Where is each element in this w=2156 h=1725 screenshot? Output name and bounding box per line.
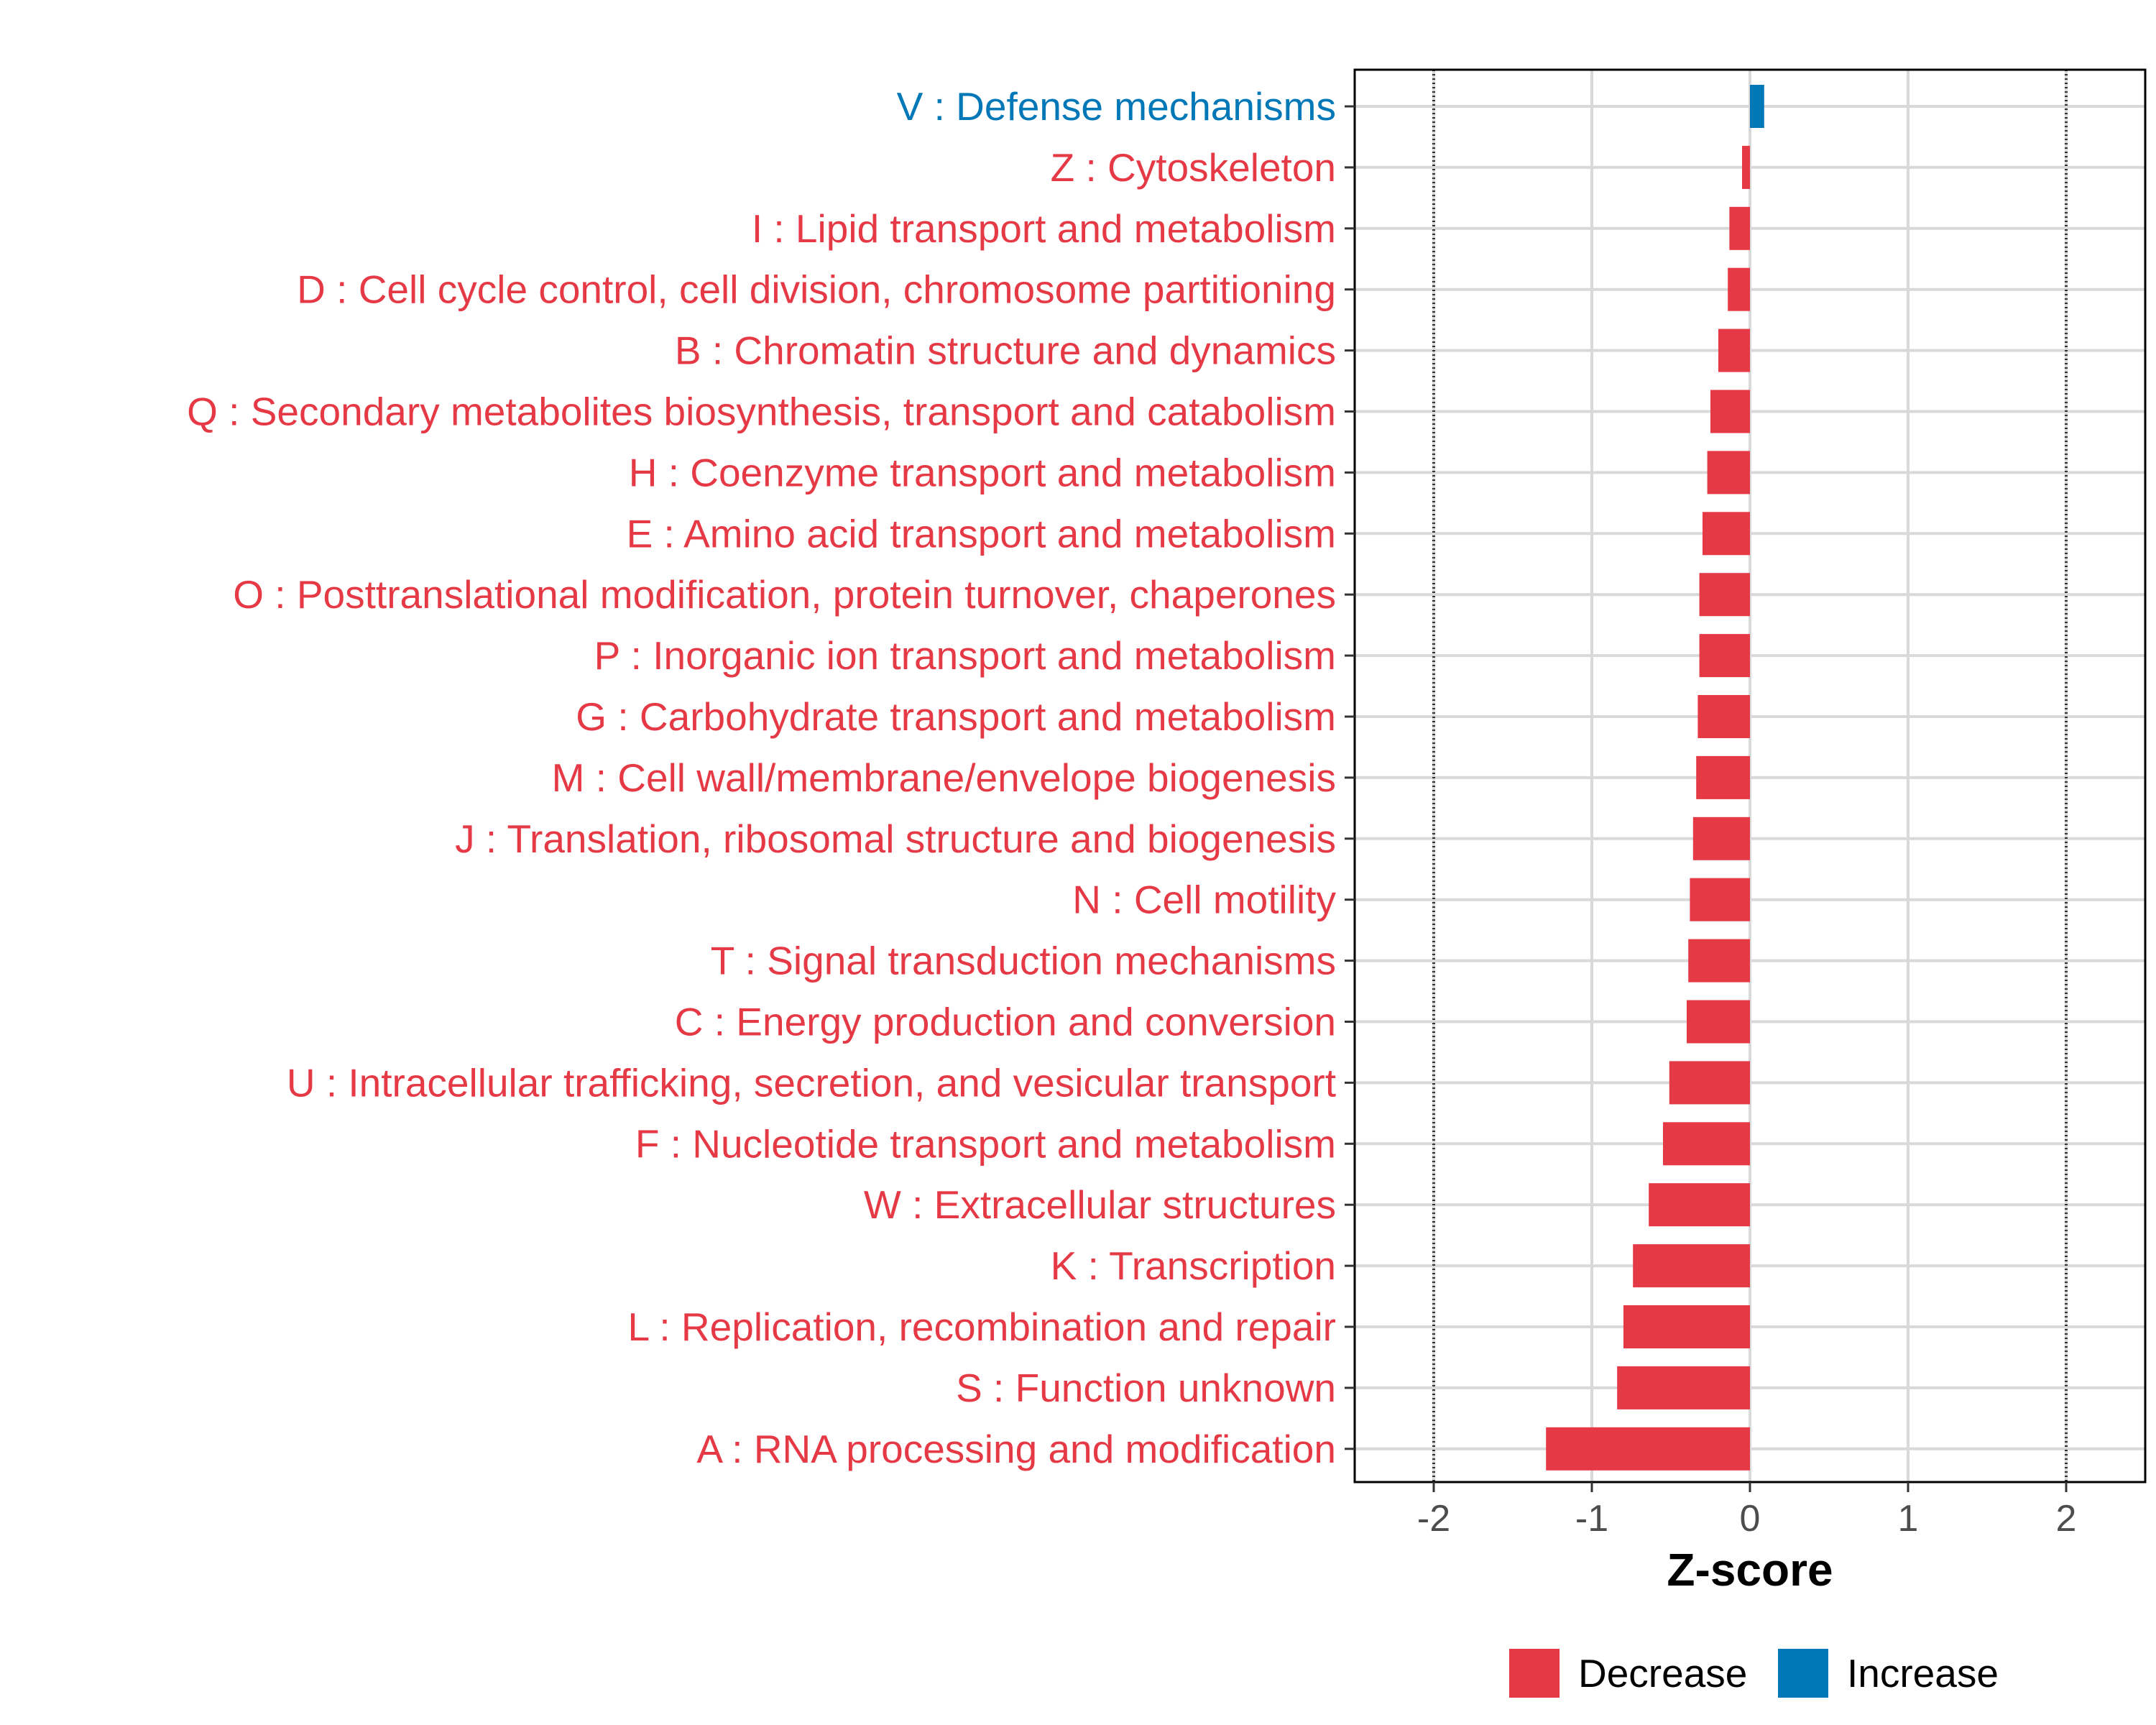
x-axis-title: Z-score bbox=[1667, 1544, 1833, 1596]
bar bbox=[1669, 1061, 1750, 1105]
category-label: G : Carbohydrate transport and metabolis… bbox=[576, 694, 1336, 739]
x-tick-label: 1 bbox=[1898, 1498, 1919, 1540]
category-label: F : Nucleotide transport and metabolism bbox=[635, 1121, 1336, 1166]
category-label: I : Lipid transport and metabolism bbox=[752, 206, 1336, 251]
bar bbox=[1692, 816, 1750, 860]
bar bbox=[1633, 1244, 1750, 1288]
bar bbox=[1699, 573, 1750, 617]
bar bbox=[1649, 1183, 1750, 1227]
category-label: N : Cell motility bbox=[1072, 878, 1336, 922]
category-label: B : Chromatin structure and dynamics bbox=[675, 328, 1336, 373]
category-label: W : Extracellular structures bbox=[864, 1182, 1336, 1227]
bar bbox=[1663, 1122, 1750, 1166]
category-label: Z : Cytoskeleton bbox=[1051, 145, 1336, 190]
bar bbox=[1703, 512, 1750, 556]
category-label: O : Posttranslational modification, prot… bbox=[233, 572, 1336, 617]
category-label: A : RNA processing and modification bbox=[696, 1427, 1336, 1471]
category-label: P : Inorganic ion transport and metaboli… bbox=[594, 633, 1336, 678]
x-tick-labels: -2 -1 0 1 2 bbox=[1417, 1498, 2077, 1540]
bar bbox=[1697, 695, 1750, 738]
category-label: J : Translation, ribosomal structure and… bbox=[455, 816, 1336, 861]
category-label: D : Cell cycle control, cell division, c… bbox=[297, 267, 1336, 312]
bar bbox=[1718, 328, 1750, 372]
bar bbox=[1707, 451, 1750, 494]
category-label: K : Transcription bbox=[1051, 1243, 1336, 1288]
bar bbox=[1688, 939, 1750, 983]
axis-ticks bbox=[1345, 105, 2068, 1492]
bar bbox=[1729, 206, 1750, 250]
bars bbox=[1546, 85, 1764, 1471]
bar bbox=[1742, 145, 1750, 189]
category-label: V : Defense mechanisms bbox=[897, 84, 1336, 129]
category-label: T : Signal transduction mechanisms bbox=[711, 939, 1336, 983]
bar bbox=[1696, 755, 1750, 799]
bar bbox=[1623, 1305, 1750, 1348]
bar bbox=[1687, 1000, 1750, 1044]
legend-label: Decrease bbox=[1578, 1651, 1747, 1696]
category-label: C : Energy production and conversion bbox=[675, 1000, 1336, 1044]
category-labels: V : Defense mechanisms Z : Cytoskeleton I … bbox=[187, 84, 1336, 1471]
category-label: E : Amino acid transport and metabolism bbox=[627, 511, 1336, 556]
category-label: Q : Secondary metabolites biosynthesis, … bbox=[187, 390, 1336, 434]
category-label: H : Coenzyme transport and metabolism bbox=[629, 450, 1336, 494]
category-label: S : Function unknown bbox=[956, 1366, 1336, 1410]
bar bbox=[1750, 85, 1764, 128]
legend-label: Increase bbox=[1847, 1651, 1999, 1696]
category-label: L : Replication, recombination and repai… bbox=[628, 1305, 1336, 1349]
bar bbox=[1710, 390, 1750, 433]
x-tick-label: -2 bbox=[1417, 1498, 1450, 1540]
legend-key-increase bbox=[1778, 1649, 1828, 1698]
x-tick-label: 0 bbox=[1740, 1498, 1761, 1540]
bar bbox=[1690, 878, 1750, 921]
bar bbox=[1699, 634, 1750, 678]
bar bbox=[1728, 267, 1750, 311]
legend: Decrease Increase bbox=[1509, 1649, 1999, 1698]
category-label: M : Cell wall/membrane/envelope biogenes… bbox=[552, 755, 1336, 800]
category-label: U : Intracellular trafficking, secretion… bbox=[287, 1060, 1336, 1105]
bar bbox=[1546, 1427, 1750, 1471]
legend-key-decrease bbox=[1509, 1649, 1560, 1698]
bar bbox=[1617, 1366, 1750, 1409]
x-tick-label: 2 bbox=[2056, 1498, 2077, 1540]
x-tick-label: -1 bbox=[1575, 1498, 1608, 1540]
